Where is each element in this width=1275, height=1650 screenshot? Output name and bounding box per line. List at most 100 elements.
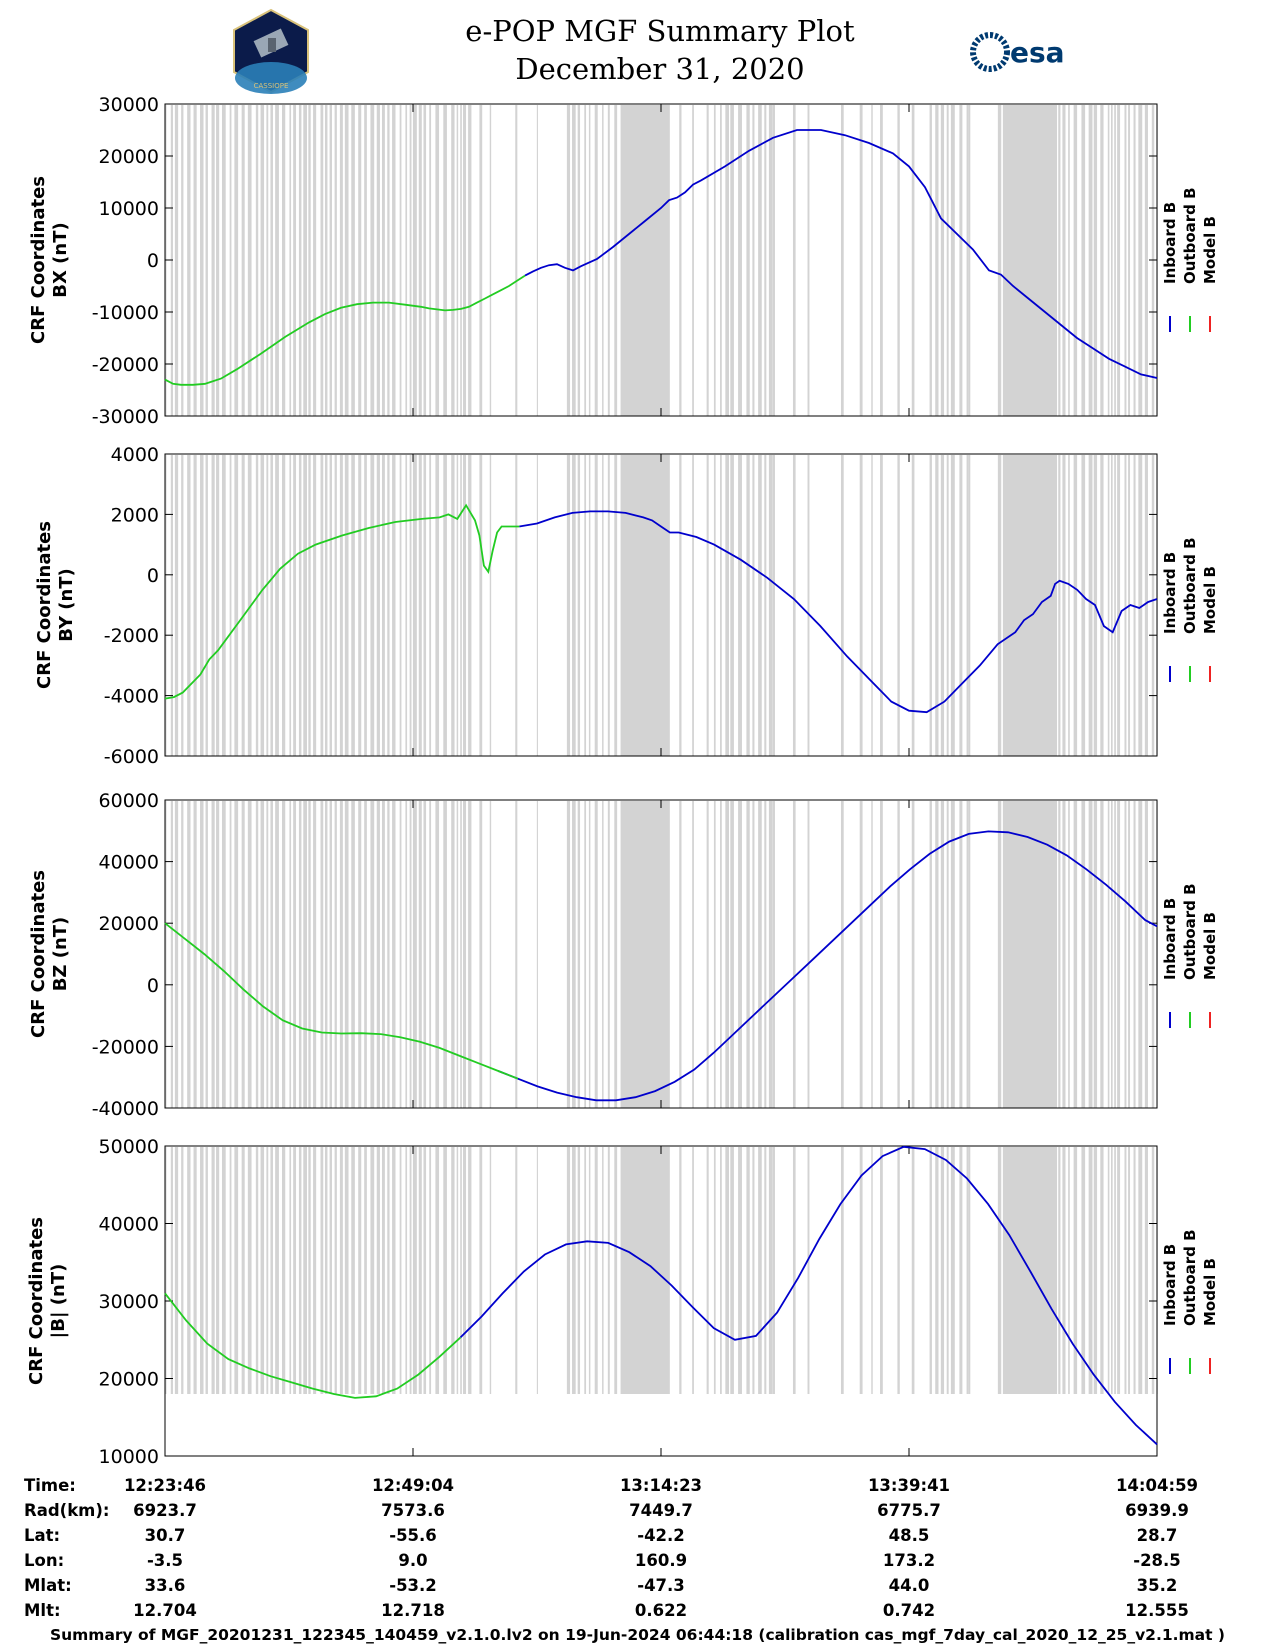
data-gap-stripe xyxy=(193,1147,197,1394)
data-gap-stripe xyxy=(443,455,447,756)
panel-1: -30000 -20000 -10000 0 10000 20000 30000 CRF Co… xyxy=(28,94,1219,428)
data-gap-stripe xyxy=(871,105,873,416)
data-gap-stripe xyxy=(289,105,292,416)
data-gap-stripe xyxy=(303,105,307,416)
data-gap-stripe xyxy=(275,105,279,416)
data-gap-stripe xyxy=(418,1147,422,1394)
y-axis-label-line2: BY (nT) xyxy=(56,568,77,642)
data-gap-stripe xyxy=(399,1147,402,1394)
legend-label: Inboard B xyxy=(1161,552,1179,634)
data-gap-stripe xyxy=(1124,455,1127,756)
data-gap-stripe xyxy=(772,801,775,1108)
y-tick-label: 0 xyxy=(147,975,159,997)
ephemeris-value: 0.622 xyxy=(635,1601,687,1620)
data-gap-stripe xyxy=(370,105,375,416)
data-gap-stripe xyxy=(692,1147,694,1394)
data-gap-stripe xyxy=(1062,801,1066,1108)
data-gap-stripe xyxy=(405,105,408,416)
data-gap-stripe xyxy=(588,455,591,756)
data-gap-stripe xyxy=(187,801,191,1108)
data-gap-stripe xyxy=(772,455,775,756)
data-gap-stripe xyxy=(1088,1147,1093,1394)
data-gap-stripe xyxy=(998,105,1002,416)
data-gap-stripe xyxy=(467,455,469,756)
data-gap-stripe xyxy=(170,1147,173,1394)
data-gap-stripe xyxy=(998,1147,1002,1394)
data-gap-stripe xyxy=(738,105,742,416)
data-gap-stripe xyxy=(443,801,447,1108)
ephemeris-value: 6923.7 xyxy=(133,1501,197,1520)
data-gap-stripe xyxy=(479,455,483,756)
data-gap-stripe xyxy=(572,105,576,416)
data-gap-stripe xyxy=(1144,105,1148,416)
y-tick-label: -10000 xyxy=(92,302,159,324)
data-gap-stripe xyxy=(205,455,208,756)
data-gap-stripe xyxy=(807,105,810,416)
data-gap-stripe xyxy=(429,455,432,756)
data-gap-stripe xyxy=(1093,1147,1098,1394)
y-axis-label-line1: CRF Coordinates xyxy=(26,1217,47,1385)
data-gap-stripe xyxy=(959,105,963,416)
data-gap-stripe xyxy=(692,801,694,1108)
data-gap-stripe xyxy=(998,455,1002,756)
ephemeris-value: -47.3 xyxy=(637,1576,685,1595)
data-gap-stripe xyxy=(602,105,604,416)
chart-title: e-POP MGF Summary Plot December 31, 2020 xyxy=(380,12,940,88)
data-gap-stripe xyxy=(1114,1147,1116,1394)
data-gap-stripe xyxy=(607,801,610,1108)
data-gap-stripe xyxy=(339,455,343,756)
data-gap-stripe xyxy=(880,801,883,1108)
data-gap-stripe xyxy=(489,1147,492,1394)
data-gap-stripe xyxy=(746,455,750,756)
data-gap-stripe xyxy=(187,105,191,416)
data-gap-stripe xyxy=(911,1147,915,1394)
data-gap-stripe xyxy=(381,801,385,1108)
data-gap-stripe xyxy=(216,455,220,756)
data-gap-stripe xyxy=(187,455,191,756)
ephemeris-value: 160.9 xyxy=(635,1551,687,1570)
data-gap-stripe xyxy=(255,801,259,1108)
data-gap-stripe xyxy=(289,1147,292,1394)
data-gap-stripe xyxy=(381,105,385,416)
data-gap-stripe xyxy=(880,455,883,756)
data-gap-stripe xyxy=(1144,1147,1148,1394)
ephemeris-value: 33.6 xyxy=(145,1576,186,1595)
y-tick-label: 0 xyxy=(147,250,159,272)
data-gap-stripe xyxy=(339,105,343,416)
data-gap-stripe xyxy=(1062,105,1066,416)
inboard-line xyxy=(519,510,1158,714)
data-gap-stripe xyxy=(1062,455,1066,756)
data-gap-stripe xyxy=(303,801,307,1108)
data-gap-stripe xyxy=(344,455,349,756)
data-gap-stripe xyxy=(536,105,538,416)
data-gap-stripe xyxy=(211,1147,215,1394)
data-gap-stripe xyxy=(959,1147,963,1394)
data-gap-stripe xyxy=(281,801,286,1108)
data-gap-stripe xyxy=(584,105,587,416)
y-tick-label: 30000 xyxy=(99,1291,159,1313)
data-gap-stripe xyxy=(1124,1147,1127,1394)
data-gap-stripe xyxy=(399,801,402,1108)
data-gap-stripe xyxy=(463,1147,467,1394)
y-tick-label: 20000 xyxy=(99,913,159,935)
data-gap-stripe xyxy=(351,455,355,756)
y-tick-label: -6000 xyxy=(104,746,159,768)
data-gap-stripe xyxy=(515,801,518,1108)
y-tick-label: -30000 xyxy=(92,406,159,428)
ephemeris-value: -53.2 xyxy=(389,1576,437,1595)
data-gap-stripe xyxy=(370,1147,375,1394)
data-gap-stripe xyxy=(940,105,945,416)
data-gap-stripe xyxy=(289,455,292,756)
data-gap-stripe xyxy=(577,1147,581,1394)
data-gap-stripe xyxy=(768,801,773,1108)
ephemeris-value: 12.704 xyxy=(133,1601,197,1620)
data-gap-stripe xyxy=(594,1147,598,1394)
data-gap-stripe xyxy=(730,455,734,756)
outboard-line xyxy=(164,922,519,1080)
data-gap-stripe xyxy=(1073,801,1078,1108)
data-gap-stripe xyxy=(247,105,252,416)
data-gap-stripe xyxy=(752,1147,755,1394)
data-gap-stripe xyxy=(935,105,939,416)
ephemeris-value: -55.6 xyxy=(389,1526,437,1545)
data-gap-stripe xyxy=(515,1147,518,1394)
